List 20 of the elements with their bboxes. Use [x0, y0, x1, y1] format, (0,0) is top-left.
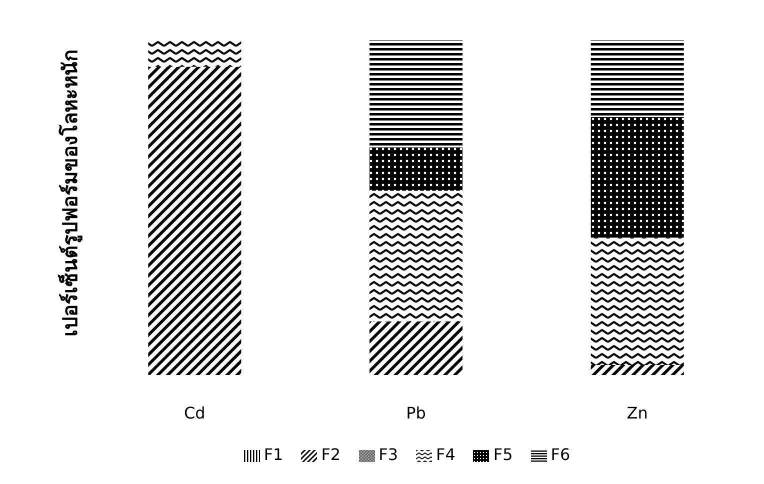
legend-label: F1 — [264, 445, 284, 464]
y-axis-title: เปอร์เซ็นต์รูปฟอร์มของโลหะหนัก — [56, 50, 84, 336]
bar — [590, 364, 684, 375]
bar — [370, 40, 463, 148]
legend-label: F6 — [550, 445, 570, 464]
x-tick-label: Zn — [626, 403, 648, 422]
x-tick-label: Cd — [184, 403, 206, 422]
bar — [590, 40, 684, 118]
bar — [370, 321, 463, 375]
bar — [590, 117, 684, 238]
legend-label: F5 — [493, 445, 513, 464]
bar — [370, 190, 463, 322]
legend-label: F4 — [436, 445, 456, 464]
x-tick-label: Pb — [406, 403, 426, 422]
legend-label: F3 — [378, 445, 398, 464]
bar — [370, 147, 463, 191]
bar — [590, 238, 684, 365]
legend-label: F2 — [321, 445, 341, 464]
bar — [148, 40, 242, 67]
bar — [148, 66, 242, 375]
